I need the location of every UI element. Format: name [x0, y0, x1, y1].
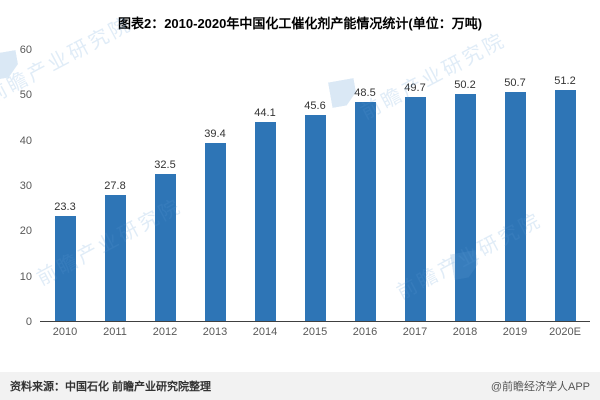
- x-tick-label: 2010: [52, 326, 78, 338]
- bar-value-label: 44.1: [254, 106, 276, 119]
- plot-area: 23.3 2010 27.8 2011 32.5 2012 39.4 2013 44.1 2014…: [40, 50, 590, 338]
- y-tick-label: 50: [19, 89, 32, 102]
- bar-2014: [254, 121, 276, 321]
- source-text: 资料来源：中国石化 前瞻产业研究院整理: [10, 381, 212, 393]
- x-tick-label: 2016: [352, 326, 378, 338]
- app-credit: @前瞻经济学人APP: [490, 381, 590, 393]
- bar-value-label: 48.5: [354, 86, 376, 99]
- x-tick-label: 2011: [103, 326, 127, 338]
- y-tick-label: 60: [19, 44, 32, 56]
- bar-chart: 0 10 20 30 40 50 60 23.3 2010 27.8 2011 32.5 2012 39…: [10, 44, 592, 338]
- bar-group-2013: 39.4 2013: [192, 50, 238, 338]
- x-tick-label: 2013: [202, 326, 228, 338]
- chart-title: 图表2：2010-2020年中国化工催化剂产能情况统计(单位：万吨): [117, 16, 483, 31]
- y-tick-label: 0: [25, 316, 32, 328]
- x-tick-label: 2020E: [549, 326, 581, 338]
- bar-group-2010: 23.3 2010: [42, 50, 88, 338]
- x-tick-label: 2015: [302, 326, 328, 338]
- bar-value-label: 27.8: [104, 180, 126, 193]
- y-tick-label: 30: [19, 180, 32, 192]
- footer-bar: 资料来源：中国石化 前瞻产业研究院整理 @前瞻经济学人APP: [0, 372, 600, 400]
- bar-value-label: 32.5: [154, 159, 176, 172]
- bar-value-label: 50.7: [504, 77, 526, 90]
- bar-group-2012: 32.5 2012: [142, 50, 188, 338]
- bar-value-label: 49.7: [404, 81, 426, 94]
- bar-2018: [454, 94, 476, 321]
- bar-group-2016: 48.5 2016: [342, 50, 388, 338]
- bar-2011: [104, 195, 126, 321]
- bar-group-2018: 50.2 2018: [442, 50, 488, 338]
- bar-group-2015: 45.6 2015: [292, 50, 338, 338]
- bar-value-label: 39.4: [204, 128, 226, 141]
- bar-2010: [54, 215, 76, 321]
- bar-value-label: 45.6: [304, 100, 326, 113]
- bar-value-label: 51.2: [554, 74, 576, 87]
- x-tick-label: 2019: [502, 326, 528, 338]
- bar-value-label: 50.2: [454, 79, 476, 92]
- bar-group-2019: 50.7 2019: [492, 50, 538, 338]
- bar-value-label: 23.3: [54, 200, 76, 213]
- bar-2019: [504, 92, 526, 321]
- bar-2012: [154, 174, 176, 321]
- bar-group-2011: 27.8 2011: [92, 50, 138, 338]
- y-tick-label: 20: [19, 225, 32, 238]
- bar-group-2017: 49.7 2017: [392, 50, 438, 338]
- bar-2016: [354, 101, 376, 321]
- x-tick-label: 2012: [152, 326, 178, 338]
- y-axis: 0 10 20 30 40 50 60: [10, 44, 36, 328]
- x-tick-label: 2018: [452, 326, 478, 338]
- x-tick-label: 2017: [402, 326, 428, 338]
- bar-2013: [204, 143, 226, 321]
- y-tick-label: 40: [19, 134, 32, 147]
- y-tick-label: 10: [19, 270, 32, 283]
- x-tick-label: 2014: [252, 326, 278, 338]
- bar-2017: [404, 96, 426, 321]
- bar-2015: [304, 115, 326, 321]
- bar-group-2014: 44.1 2014: [242, 50, 288, 338]
- bar-group-2020E: 51.2 2020E: [542, 50, 588, 338]
- bar-2020E: [554, 89, 576, 321]
